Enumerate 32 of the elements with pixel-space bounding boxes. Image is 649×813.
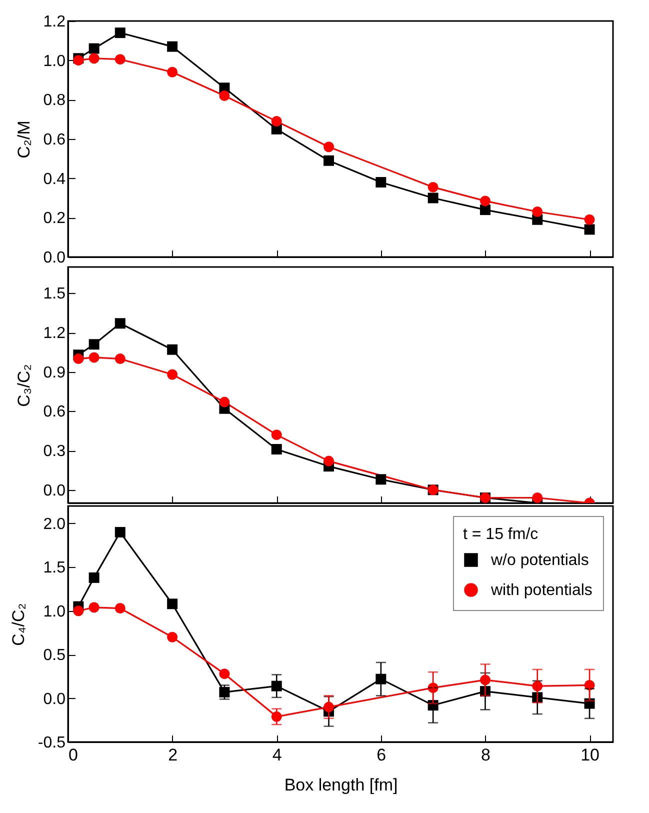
legend-label: with potentials bbox=[490, 582, 592, 599]
y-tick-label: 0.4 bbox=[43, 170, 66, 188]
legend-label: w/o potentials bbox=[490, 552, 589, 569]
y-tick-label: 0.3 bbox=[43, 443, 66, 460]
x-axis-title: Box length [fm] bbox=[284, 776, 398, 794]
x-tick-label: 8 bbox=[480, 746, 490, 764]
x-tick-label: 2 bbox=[168, 746, 178, 764]
y-tick-label: 0.2 bbox=[43, 210, 66, 228]
y-tick-label: 0.6 bbox=[43, 132, 66, 148]
y-tick-label: 1.0 bbox=[43, 52, 66, 70]
y-tick-label: 1.2 bbox=[43, 14, 66, 30]
y-axis-title: C₄/C₂ bbox=[8, 603, 28, 646]
y-tick-label: 1.5 bbox=[43, 560, 66, 577]
y-tick-label: 0.8 bbox=[43, 92, 66, 110]
y-tick-label: 2.0 bbox=[43, 516, 66, 533]
y-tick-label: 0.0 bbox=[43, 690, 66, 708]
y-tick-label: 0.0 bbox=[43, 482, 66, 500]
y-tick-label: 1.5 bbox=[43, 286, 66, 303]
y-tick-label: 0.6 bbox=[43, 404, 66, 421]
legend-title: t = 15 fm/c bbox=[463, 526, 538, 543]
y-tick-label: 1.2 bbox=[43, 325, 66, 342]
y-tick-label: 0.9 bbox=[43, 364, 66, 382]
y-axis-title: C₃/C₂ bbox=[14, 364, 34, 407]
x-tick-label: 6 bbox=[376, 746, 386, 764]
y-axis-title: C₂/M bbox=[14, 120, 34, 158]
y-tick-label: 1.0 bbox=[43, 603, 66, 620]
y-tick-label: -0.5 bbox=[38, 734, 66, 752]
y-tick-label: 0.5 bbox=[43, 647, 66, 664]
x-tick-label: 10 bbox=[580, 746, 600, 764]
x-tick-label: 4 bbox=[272, 746, 282, 764]
y-tick-label: 0.0 bbox=[43, 250, 66, 266]
x-tick-label: 0 bbox=[68, 746, 78, 764]
